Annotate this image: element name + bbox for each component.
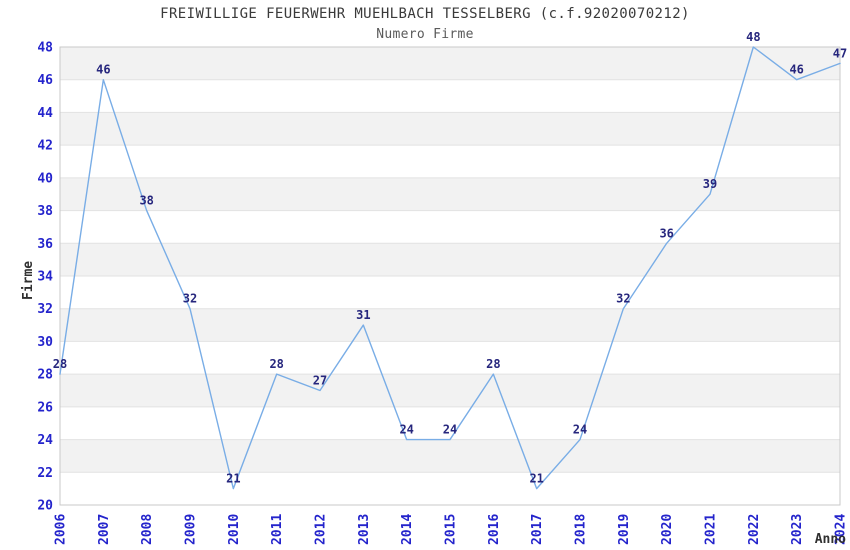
plot-band [60,406,840,440]
x-tick-label: 2016 [487,514,502,545]
y-tick-label: 28 [37,368,53,383]
series-line [59,46,841,490]
y-tick-label: 24 [37,433,53,448]
x-tick-label: 2020 [660,514,675,545]
y-tick-label: 26 [37,400,53,415]
plot-band [60,341,840,375]
plot-band [60,112,840,146]
data-point-label: 24 [573,423,587,437]
y-tick-label: 32 [37,302,53,317]
data-point-label: 38 [139,194,153,208]
plot-band [60,243,840,276]
y-tick-label: 20 [37,499,53,514]
y-tick-label: 40 [37,171,53,186]
data-point-label: 36 [659,226,673,240]
data-point-label: 39 [703,177,717,191]
data-point-label: 46 [789,63,803,77]
plot-band [60,308,840,342]
data-point-label: 32 [183,292,197,306]
x-tick-label: 2021 [704,514,719,545]
data-point-label: 47 [833,46,847,60]
x-tick-label: 2023 [790,514,805,545]
x-tick-label: 2014 [400,514,415,545]
y-tick-label: 38 [37,204,53,219]
y-tick-label: 36 [37,237,53,252]
plot-band [60,439,840,473]
data-point-label: 28 [486,357,500,371]
data-point-label: 46 [96,63,110,77]
x-tick-label: 2008 [140,514,155,545]
plot-band [60,472,840,505]
x-tick-label: 2019 [617,514,632,545]
x-axis-title: Anno [815,532,846,547]
y-tick-label: 34 [37,270,53,285]
plot-band [60,210,840,244]
x-tick-label: 2024 [834,514,849,545]
x-tick-label: 2015 [444,514,459,545]
chart-title: FREIWILLIGE FEUERWEHR MUEHLBACH TESSELBE… [160,6,690,22]
data-point-label: 28 [269,357,283,371]
plot-band [60,177,840,211]
data-point-label: 31 [356,308,370,322]
data-point-label: 48 [746,30,760,44]
x-tick-label: 2017 [530,514,545,545]
y-tick-label: 44 [37,106,53,121]
y-axis-title: Firme [21,261,36,300]
plot-band [60,79,840,113]
x-tick-label: 2018 [574,514,589,545]
data-point-label: 28 [53,357,67,371]
x-tick-label: 2012 [314,514,329,545]
data-point-label: 27 [313,374,327,388]
y-tick-label: 46 [37,73,53,88]
plot-band [60,276,840,309]
plot-band [60,374,840,407]
y-tick-label: 22 [37,466,53,481]
data-point-label: 24 [399,423,413,437]
x-tick-label: 2010 [227,514,242,545]
x-tick-label: 2007 [97,514,112,545]
y-tick-label: 30 [37,335,53,350]
y-tick-label: 48 [37,41,53,56]
x-tick-label: 2011 [270,514,285,545]
data-point-label: 32 [616,292,630,306]
plot-border [59,46,841,506]
x-tick-label: 2006 [54,514,69,545]
x-tick-label: 2022 [747,514,762,545]
x-tick-label: 2013 [357,514,372,545]
data-point-label: 24 [443,423,457,437]
plot-band [60,47,840,80]
data-point-label: 21 [226,472,240,486]
y-tick-label: 42 [37,139,53,154]
chart-subtitle: Numero Firme [376,27,474,42]
data-point-label: 21 [529,472,543,486]
plot-band [60,145,840,178]
x-tick-label: 2009 [184,514,199,545]
